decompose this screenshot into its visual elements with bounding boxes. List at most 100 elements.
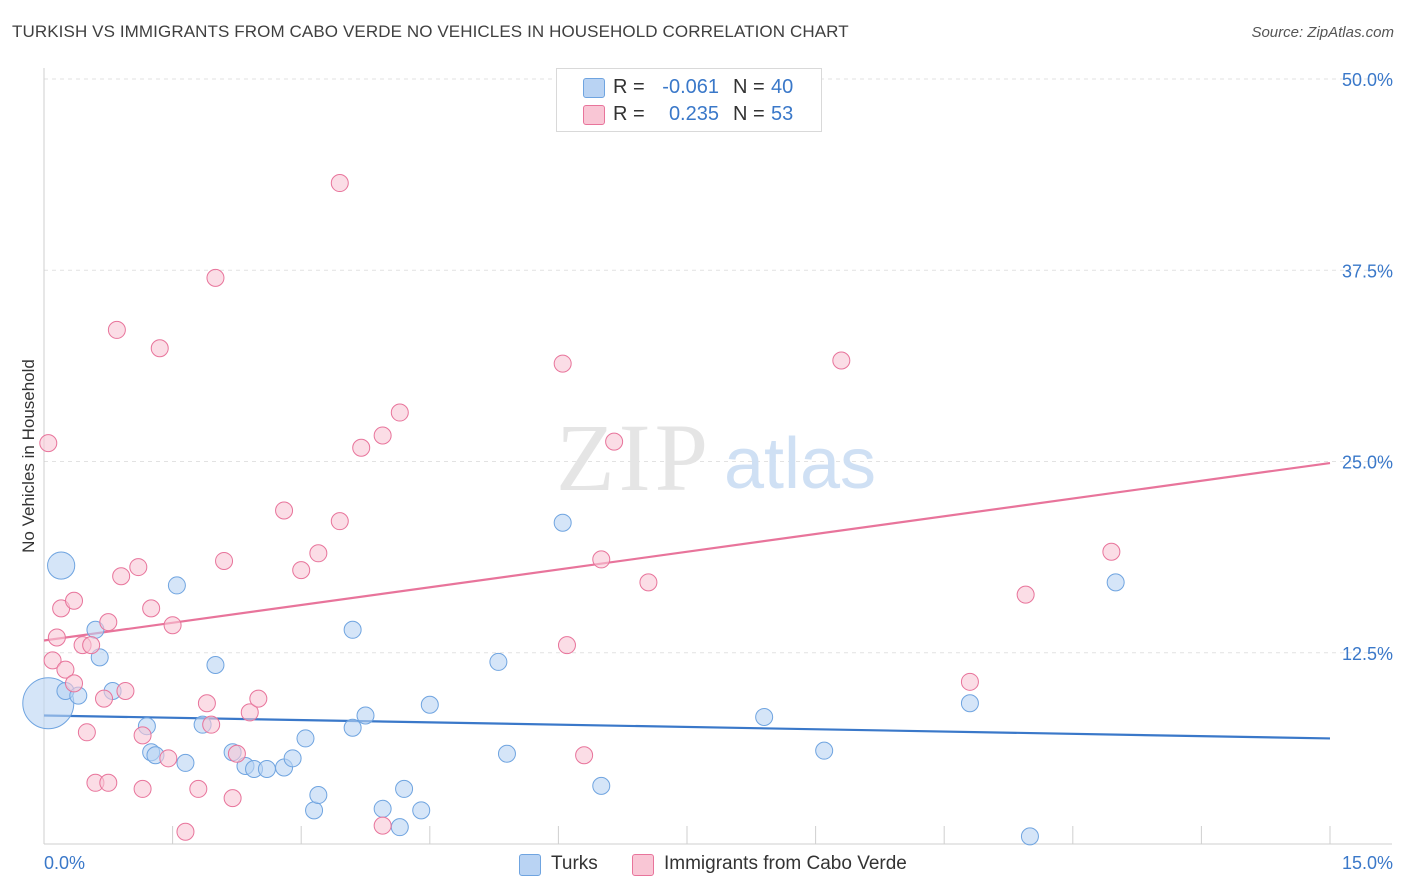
legend-swatch-cabo-verde (583, 105, 605, 125)
legend-r-label: R = (613, 103, 645, 125)
data-point (77, 723, 96, 742)
data-point (227, 744, 246, 763)
data-point (592, 550, 611, 569)
legend-n-label: N = (733, 103, 765, 125)
data-point (330, 174, 349, 193)
data-point (133, 779, 152, 798)
data-point (373, 816, 392, 835)
series-swatch-cabo-verde (632, 854, 654, 876)
data-point (305, 801, 324, 820)
data-point (575, 746, 594, 765)
data-point (1106, 573, 1125, 592)
source-label: Source: ZipAtlas.com (1251, 24, 1394, 41)
data-point (1102, 542, 1121, 561)
legend-r-label: R = (613, 76, 645, 98)
x-tick-label-max: 15.0% (1342, 853, 1393, 873)
data-point (412, 801, 431, 820)
watermark: ZIP atlas (556, 404, 876, 511)
data-point (553, 354, 572, 373)
legend-row-cabo-verde: R = 0.235 N = 53 (557, 101, 821, 127)
data-point (489, 652, 508, 671)
data-point (90, 648, 109, 667)
trend-lines (43, 461, 1331, 740)
data-point (275, 501, 294, 520)
y-tick-label: 25.0% (1342, 453, 1393, 473)
series-legend: Turks Immigrants from Cabo Verde (0, 852, 1406, 878)
data-point (283, 749, 302, 768)
data-point (142, 599, 161, 618)
watermark-atlas: atlas (724, 424, 876, 504)
data-point (373, 426, 392, 445)
x-tick-label-min: 0.0% (44, 853, 85, 873)
data-point (249, 689, 268, 708)
data-points (22, 174, 1125, 846)
data-point (553, 513, 572, 532)
legend-row-turks: R = -0.061 N = 40 (557, 74, 821, 100)
data-point (343, 718, 362, 737)
data-point (47, 628, 66, 647)
data-point (112, 567, 131, 586)
series-label-turks: Turks (551, 853, 598, 874)
data-point (129, 558, 148, 577)
data-point (150, 339, 169, 358)
watermark-zip: ZIP (556, 404, 712, 511)
data-point (163, 616, 182, 635)
data-point (960, 694, 979, 713)
legend-n-value-turks: 40 (771, 76, 794, 98)
trend-line (43, 714, 1331, 740)
data-point (82, 636, 101, 655)
data-point (159, 749, 178, 768)
data-point (133, 726, 152, 745)
data-point (296, 729, 315, 748)
grid-lines (44, 78, 1392, 654)
data-point (557, 636, 576, 655)
data-point (189, 779, 208, 798)
y-tick-label: 12.5% (1342, 644, 1393, 664)
y-tick-label: 37.5% (1342, 261, 1393, 281)
y-tick-labels: 12.5% 25.0% 37.5% 50.0% (1342, 70, 1393, 664)
data-point (95, 689, 114, 708)
data-point (497, 744, 516, 763)
data-point (43, 651, 62, 670)
data-point (352, 438, 371, 457)
data-point (309, 786, 328, 805)
data-point (605, 432, 624, 451)
data-point (99, 613, 118, 632)
data-point (240, 703, 259, 722)
data-point (56, 660, 75, 679)
data-point (99, 773, 118, 792)
data-point (39, 434, 58, 453)
data-point (116, 682, 135, 700)
y-tick-label: 50.0% (1342, 70, 1393, 90)
data-point (206, 268, 225, 287)
data-point (755, 708, 774, 727)
legend-swatch-turks (583, 78, 605, 98)
correlation-legend: R = -0.061 N = 40 R = 0.235 N = 53 (556, 68, 822, 132)
data-point (223, 789, 242, 808)
data-point (330, 512, 349, 531)
data-point (343, 620, 362, 639)
data-point (1016, 585, 1035, 604)
data-point (176, 753, 195, 772)
data-point (206, 655, 225, 674)
data-point (176, 822, 195, 841)
data-point (47, 551, 76, 580)
y-axis-label: No Vehicles in Household (19, 359, 38, 553)
series-label-cabo-verde: Immigrants from Cabo Verde (664, 853, 907, 874)
data-point (395, 779, 414, 798)
data-point (815, 741, 834, 760)
data-point (832, 351, 851, 370)
data-point (215, 551, 234, 570)
data-point (292, 561, 311, 580)
data-point (356, 706, 375, 725)
data-point (960, 672, 979, 691)
data-point (167, 576, 186, 595)
series-swatch-turks (519, 854, 541, 876)
data-point (257, 760, 276, 779)
data-point (65, 591, 84, 610)
data-point (592, 776, 611, 795)
data-point (65, 674, 84, 693)
legend-n-label: N = (733, 76, 765, 98)
legend-n-value-cabo-verde: 53 (771, 103, 794, 125)
